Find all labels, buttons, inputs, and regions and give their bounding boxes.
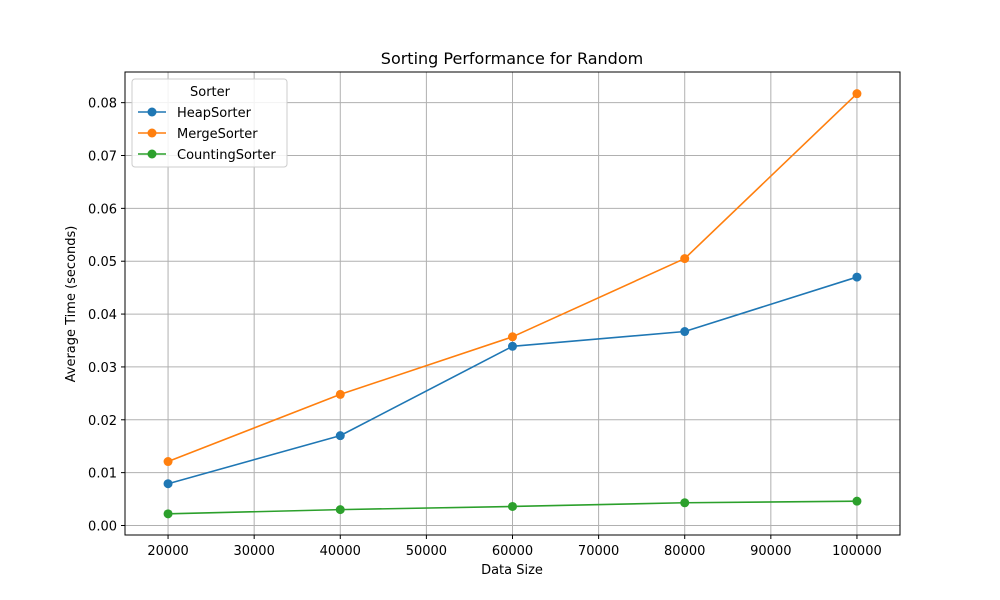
- legend-item-countingsorter: CountingSorter: [138, 148, 276, 163]
- y-tick-label: 0.00: [88, 519, 117, 534]
- legend-box: [131, 78, 288, 168]
- y-tick-label: 0.07: [88, 150, 117, 165]
- y-tick-label: 0.03: [88, 361, 117, 376]
- x-tick-label: 20000: [147, 544, 188, 559]
- data-point-heapsorter: [335, 431, 345, 441]
- series-countingsorter: [163, 496, 862, 519]
- x-tick-label: 90000: [750, 544, 791, 559]
- legend-item-mergesorter: MergeSorter: [138, 127, 258, 142]
- x-tick-label: 70000: [578, 544, 619, 559]
- legend-marker: [147, 107, 157, 117]
- data-point-mergesorter: [680, 254, 690, 264]
- data-point-heapsorter: [680, 327, 690, 337]
- data-point-heapsorter: [508, 341, 517, 351]
- y-tick-label: 0.08: [88, 97, 117, 112]
- data-point-mergesorter: [163, 457, 173, 467]
- legend-label: HeapSorter: [177, 106, 252, 121]
- y-tick-label: 0.01: [88, 467, 117, 482]
- series-mergesorter: [163, 89, 862, 467]
- chart-title: Sorting Performance for Random: [381, 49, 643, 68]
- y-axis-ticks: 0.00 0.01 0.02 0.03 0.04 0.05 0.06 0.07 0.08: [88, 97, 125, 534]
- legend-marker: [147, 149, 157, 159]
- grid: [125, 72, 900, 535]
- data-point-heapsorter: [852, 272, 862, 282]
- data-point-countingsorter: [680, 498, 690, 508]
- data-point-mergesorter: [508, 332, 517, 342]
- legend: Sorter HeapSorter MergeSorter CountingSort…: [131, 78, 288, 168]
- data-point-countingsorter: [335, 505, 345, 515]
- data-point-mergesorter: [852, 89, 862, 99]
- x-tick-label: 60000: [492, 544, 533, 559]
- series-heapsorter: [163, 272, 862, 489]
- legend-items: HeapSorter MergeSorter CountingSorter: [138, 106, 276, 163]
- legend-item-heapsorter: HeapSorter: [138, 106, 252, 121]
- data-point-countingsorter: [852, 496, 862, 506]
- legend-label: CountingSorter: [177, 148, 276, 163]
- x-tick-label: 80000: [664, 544, 705, 559]
- data-point-countingsorter: [508, 501, 517, 511]
- data-point-heapsorter: [163, 479, 173, 489]
- legend-title: Sorter: [190, 85, 231, 100]
- x-tick-label: 40000: [320, 544, 361, 559]
- data-point-mergesorter: [335, 389, 345, 399]
- x-axis-ticks: 20000 30000 40000 50000 60000 70000 80000 90000…: [147, 535, 882, 559]
- data-point-countingsorter: [163, 509, 173, 519]
- legend-marker: [147, 128, 157, 138]
- series-layer: [163, 89, 862, 519]
- x-tick-label: 30000: [233, 544, 274, 559]
- y-tick-label: 0.05: [88, 255, 117, 270]
- x-axis-label: Data Size: [481, 563, 543, 578]
- x-tick-label: 100000: [832, 544, 882, 559]
- legend-label: MergeSorter: [177, 127, 258, 142]
- y-tick-label: 0.02: [88, 414, 117, 429]
- x-tick-label: 50000: [406, 544, 447, 559]
- y-axis-label: Average Time (seconds): [64, 226, 79, 383]
- y-tick-label: 0.06: [88, 202, 117, 217]
- y-tick-label: 0.04: [88, 308, 117, 323]
